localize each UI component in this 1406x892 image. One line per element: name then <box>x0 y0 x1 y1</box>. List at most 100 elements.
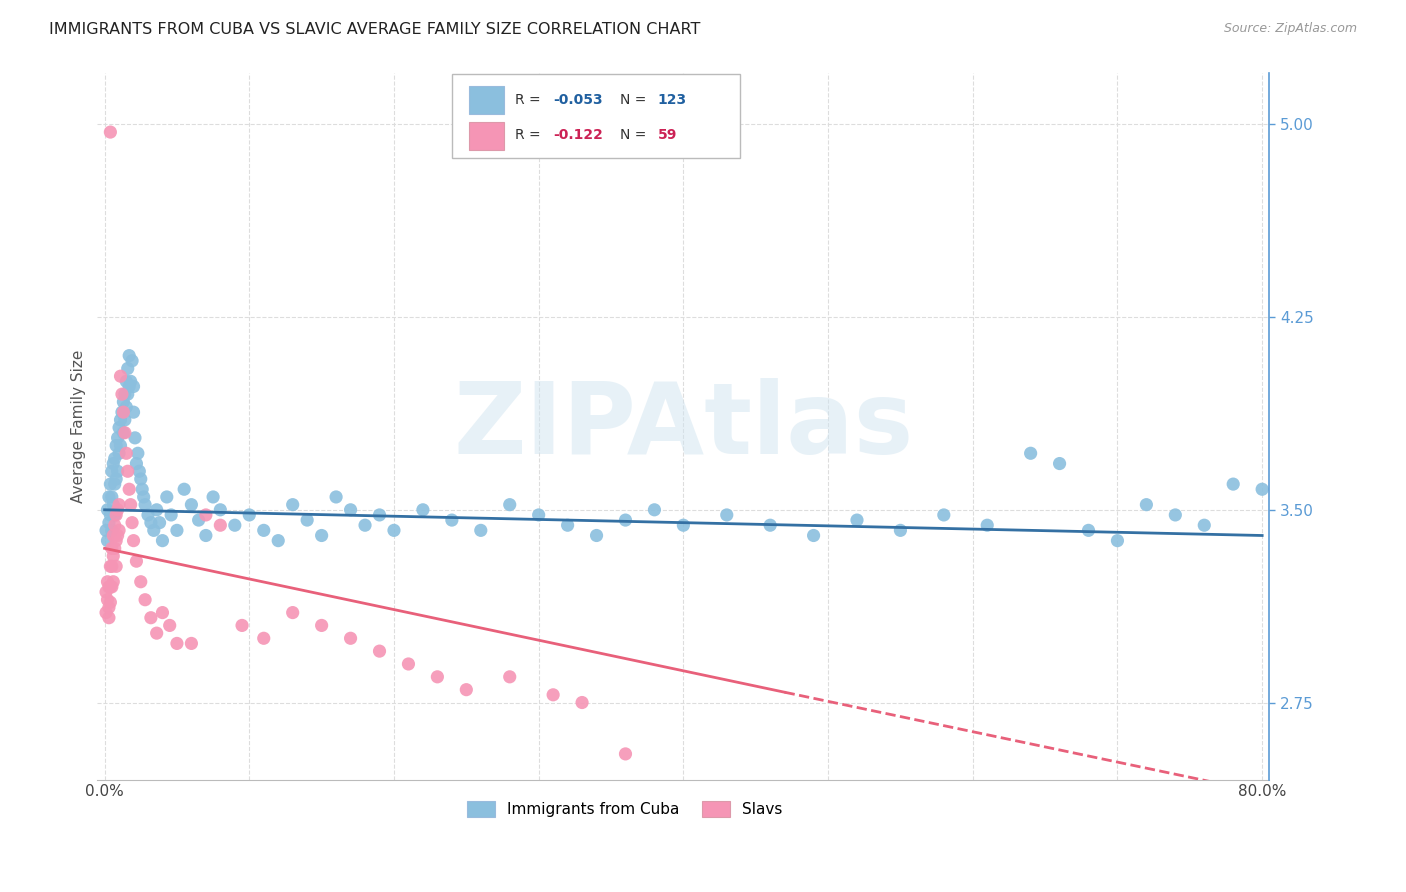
Point <box>129 574 152 589</box>
Point <box>152 606 174 620</box>
Text: 59: 59 <box>658 128 676 143</box>
Point <box>104 451 127 466</box>
Point <box>846 513 869 527</box>
Point <box>1049 457 1071 471</box>
Point <box>368 508 391 522</box>
FancyBboxPatch shape <box>468 122 503 150</box>
Point <box>325 490 347 504</box>
Point <box>96 592 118 607</box>
Point <box>267 533 290 548</box>
Point <box>96 533 118 548</box>
Point <box>107 431 129 445</box>
Point <box>114 425 136 440</box>
Point <box>499 670 522 684</box>
Point <box>122 405 145 419</box>
Point <box>121 516 143 530</box>
Point <box>470 524 492 538</box>
Point <box>103 528 125 542</box>
Point <box>118 349 141 363</box>
Point <box>105 559 128 574</box>
Point <box>131 482 153 496</box>
Point <box>156 490 179 504</box>
Legend: Immigrants from Cuba, Slavs: Immigrants from Cuba, Slavs <box>460 794 790 825</box>
Point <box>100 580 122 594</box>
Point <box>194 528 217 542</box>
Text: R =: R = <box>515 128 544 143</box>
Point <box>180 498 202 512</box>
Point <box>115 400 138 414</box>
Point <box>111 387 134 401</box>
Point <box>1251 482 1274 496</box>
Point <box>173 482 195 496</box>
Point <box>120 374 142 388</box>
Point <box>339 503 361 517</box>
Point <box>614 747 637 761</box>
Point <box>105 533 128 548</box>
Point <box>117 361 139 376</box>
Point <box>128 464 150 478</box>
Point <box>426 670 449 684</box>
Point <box>107 464 129 478</box>
Text: N =: N = <box>620 128 651 143</box>
Point <box>104 541 127 556</box>
Point <box>311 618 333 632</box>
Point <box>111 405 134 419</box>
Point <box>231 618 253 632</box>
Point <box>129 472 152 486</box>
Point <box>253 632 276 646</box>
Point <box>180 636 202 650</box>
Point <box>121 353 143 368</box>
Point <box>311 528 333 542</box>
Point <box>125 457 148 471</box>
Point <box>118 482 141 496</box>
Point <box>101 490 124 504</box>
Point <box>108 498 131 512</box>
Point <box>281 498 304 512</box>
Point <box>120 498 142 512</box>
Point <box>1077 524 1099 538</box>
Point <box>672 518 695 533</box>
Point <box>101 559 124 574</box>
Point <box>112 395 135 409</box>
Point <box>117 387 139 401</box>
Point <box>132 490 155 504</box>
Point <box>112 425 135 440</box>
Point <box>125 554 148 568</box>
Point <box>115 374 138 388</box>
Point <box>541 688 564 702</box>
Point <box>1309 503 1331 517</box>
Point <box>932 508 955 522</box>
Point <box>209 503 232 517</box>
Point <box>354 518 377 533</box>
Point <box>557 518 579 533</box>
Point <box>412 503 434 517</box>
Point <box>166 636 188 650</box>
Point <box>1194 518 1216 533</box>
Point <box>134 498 156 512</box>
Point <box>160 508 183 522</box>
Point <box>136 508 159 522</box>
Point <box>94 585 117 599</box>
Point <box>118 379 141 393</box>
Point <box>97 611 120 625</box>
Point <box>103 457 125 471</box>
Point <box>103 574 125 589</box>
Point <box>104 518 127 533</box>
Point <box>107 503 129 517</box>
Point <box>1222 477 1244 491</box>
Point <box>339 632 361 646</box>
Point <box>759 518 782 533</box>
Point <box>101 524 124 538</box>
Point <box>194 508 217 522</box>
Point <box>122 379 145 393</box>
Point <box>238 508 260 522</box>
Point <box>716 508 738 522</box>
Point <box>97 516 120 530</box>
Point <box>1367 292 1389 306</box>
Point <box>97 490 120 504</box>
Point <box>105 508 128 522</box>
Point <box>94 524 117 538</box>
Text: Source: ZipAtlas.com: Source: ZipAtlas.com <box>1223 22 1357 36</box>
Point <box>107 528 129 542</box>
Text: -0.053: -0.053 <box>554 93 603 106</box>
